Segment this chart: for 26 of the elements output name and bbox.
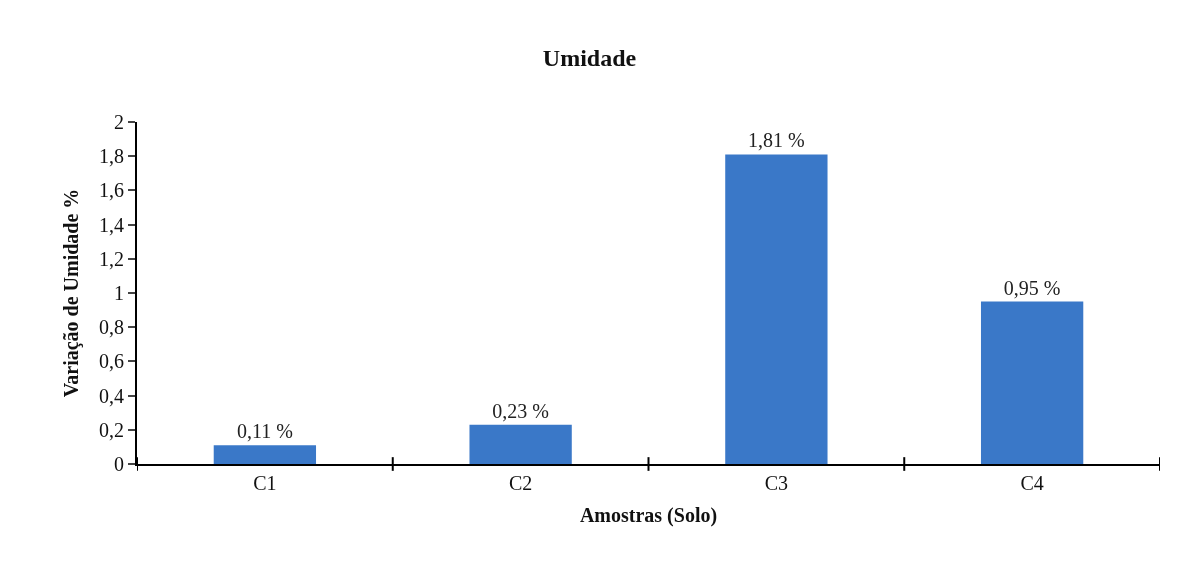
y-tick-label: 0 [114, 453, 124, 475]
data-label: 0,95 % [1003, 276, 1061, 299]
y-tick-label: 1,4 [99, 213, 124, 236]
y-tick-label: 1 [114, 282, 124, 304]
bar [469, 424, 572, 464]
bar [980, 301, 1084, 464]
bar [213, 445, 317, 464]
x-tick-label: C1 [253, 472, 277, 494]
y-tick-label: 1,2 [99, 247, 124, 270]
x-tick-label: C3 [764, 472, 789, 494]
y-tick-label: 0,8 [99, 316, 124, 339]
x-tick-label: C2 [508, 472, 533, 494]
data-label: 0,11 % [236, 420, 293, 443]
x-tick-label: C4 [1020, 472, 1044, 494]
y-tick-label: 0,4 [99, 384, 124, 407]
y-tick-label: 0,6 [99, 350, 124, 373]
chart-title: Umidade [542, 44, 637, 71]
y-tick-label: 2 [114, 111, 124, 133]
x-axis-title: Amostras (Solo) [579, 504, 718, 527]
y-axis-title: Variação de Umidade % [60, 188, 83, 398]
data-label: 0,23 % [492, 399, 549, 422]
y-tick-label: 1,8 [99, 145, 124, 168]
data-label: 1,81 % [748, 129, 805, 152]
y-tick-label: 1,6 [99, 179, 124, 202]
y-tick-label: 0,2 [99, 418, 124, 441]
bar [725, 154, 828, 464]
